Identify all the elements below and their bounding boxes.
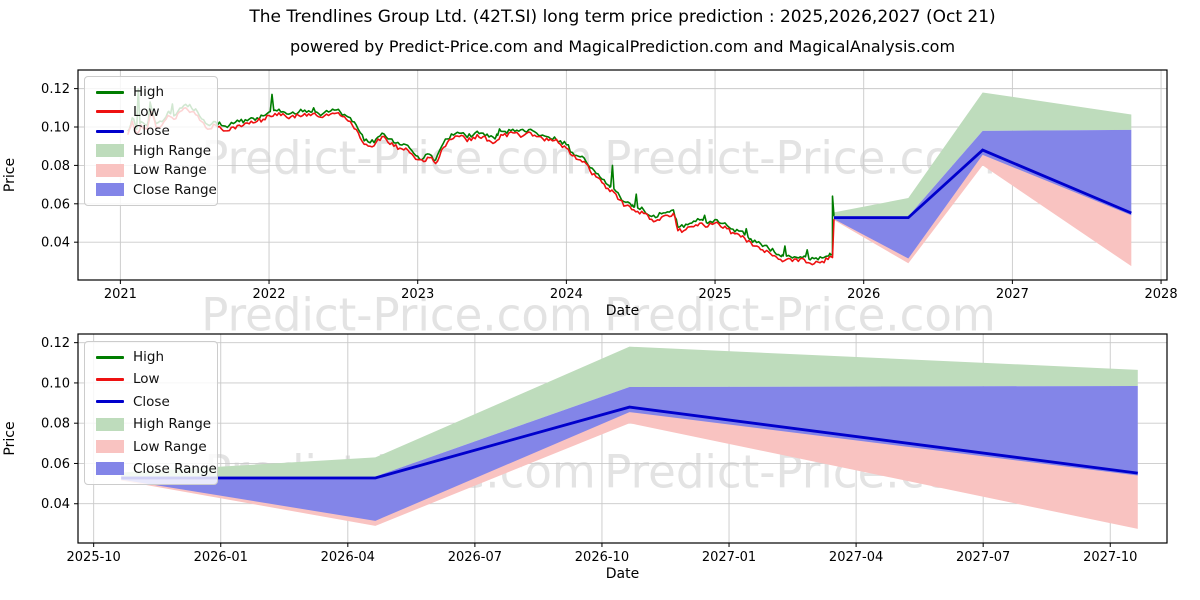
x-tick-label: 2027: [996, 287, 1029, 302]
y-tick-label: 0.04: [41, 236, 70, 251]
x-tick-label: 2026-07: [448, 550, 502, 565]
legend-item-low: Low: [96, 371, 206, 387]
legend-label: Close: [133, 393, 170, 410]
chart-title: The Trendlines Group Ltd. (42T.SI) long …: [249, 7, 996, 27]
legend-item-close: Close: [96, 123, 206, 139]
x-tick-label: 2027-07: [956, 550, 1010, 565]
legend-item-low-range: Low Range: [96, 438, 207, 455]
x-tick-label: 2024: [550, 287, 583, 302]
legend-item-low-range: Low Range: [96, 162, 207, 179]
chart-subtitle: powered by Predict-Price.com and Magical…: [289, 37, 956, 56]
legend-bottom-chart: High Low Close High Range Low Range Close Ran…: [84, 341, 218, 485]
x-axis-label: Date: [606, 303, 639, 319]
x-tick-label: 2025-10: [67, 550, 121, 565]
x-tick-label: 2027-04: [829, 550, 883, 565]
x-tick-label: 2028: [1145, 287, 1178, 302]
x-axis-label: Date: [606, 566, 639, 582]
close-forecast-line: [833, 148, 1132, 220]
legend-label: Low: [133, 371, 160, 388]
legend-item-high: High: [96, 349, 206, 365]
plot-border: [77, 333, 1168, 544]
x-tick-label: 2025: [698, 287, 731, 302]
y-tick-label: 0.06: [41, 197, 70, 212]
legend-label: Close: [133, 123, 170, 140]
legend-patch-swatch: [96, 183, 124, 197]
high-range-area: [121, 346, 1138, 478]
close-range-area: [121, 385, 1138, 521]
legend-item-high-range: High Range: [96, 416, 211, 432]
x-tick-label: 2027-01: [702, 550, 756, 565]
y-tick-label: 0.10: [41, 121, 70, 136]
close-range-area: [833, 129, 1132, 259]
x-tick-label: 2026-04: [321, 550, 375, 565]
legend-line-swatch: [96, 355, 124, 359]
x-tick-label: 2026-10: [575, 550, 629, 565]
legend-label: High: [133, 349, 165, 365]
legend-item-low: Low: [96, 104, 206, 120]
legend-patch-swatch: [96, 462, 124, 476]
y-tick-label: 0.12: [41, 82, 70, 97]
high-line-history: [127, 87, 835, 261]
plot-border: [77, 69, 1168, 281]
legend-label: High Range: [133, 416, 212, 433]
legend-patch-swatch: [96, 163, 124, 177]
legend-item-close-range: Close Range: [96, 461, 217, 477]
legend-label: Close Range: [133, 460, 217, 477]
legend-label: Close Range: [133, 181, 217, 198]
legend-item-close: Close: [96, 394, 206, 410]
legend-line-swatch: [96, 129, 124, 133]
y-tick-label: 0.08: [41, 417, 70, 432]
legend-item-high-range: High Range: [96, 143, 211, 159]
y-axis-label: Price: [2, 421, 18, 455]
y-axis-label: Price: [2, 158, 18, 192]
legend-item-close-range: Close Range: [96, 182, 217, 198]
y-tick-label: 0.10: [41, 376, 70, 391]
legend-label: Low: [133, 103, 160, 120]
legend-line-swatch: [96, 400, 124, 404]
x-tick-label: 2023: [401, 287, 434, 302]
legend-item-high: High: [96, 84, 206, 100]
legend-label: High Range: [133, 142, 212, 159]
watermark-text: Predict-Price.com: [201, 289, 592, 342]
x-tick-label: 2021: [104, 287, 137, 302]
legend-patch-swatch: [96, 144, 124, 158]
y-tick-label: 0.06: [41, 457, 70, 472]
x-tick-label: 2026: [847, 287, 880, 302]
x-tick-label: 2022: [252, 287, 285, 302]
legend-patch-swatch: [96, 417, 124, 431]
legend-label: Low Range: [133, 438, 207, 455]
legend-line-swatch: [96, 377, 124, 381]
legend-label: Low Range: [133, 162, 207, 179]
legend-top-chart: High Low Close High Range Low Range Close Ran…: [84, 76, 218, 206]
x-tick-label: 2026-01: [194, 550, 248, 565]
low-line-history: [127, 107, 835, 266]
legend-patch-swatch: [96, 440, 124, 454]
watermark-text: Predict-Price.com: [604, 289, 995, 342]
legend-line-swatch: [96, 110, 124, 114]
y-tick-label: 0.08: [41, 159, 70, 174]
y-tick-label: 0.12: [41, 336, 70, 351]
y-tick-label: 0.04: [41, 497, 70, 512]
legend-line-swatch: [96, 90, 124, 94]
x-tick-label: 2027-10: [1083, 550, 1137, 565]
watermark-text: Predict-Price.com: [201, 132, 592, 185]
close-forecast-line: [121, 405, 1138, 480]
legend-label: High: [133, 84, 165, 100]
high-range-area: [833, 92, 1132, 217]
